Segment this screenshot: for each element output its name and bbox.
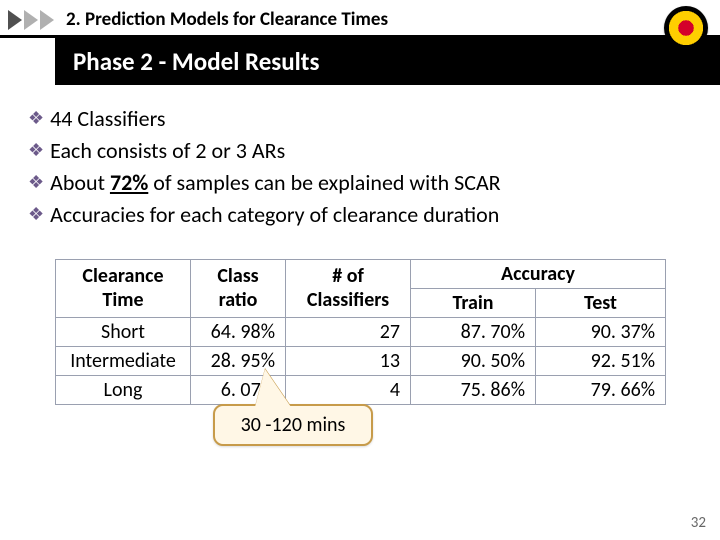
results-table: Clearance Time Class ratio # of Classifi… <box>55 259 666 405</box>
header-train: Train <box>411 288 536 317</box>
header-test: Test <box>536 288 666 317</box>
results-table-wrap: Clearance Time Class ratio # of Classifi… <box>55 259 665 405</box>
page-number: 32 <box>691 514 706 532</box>
bullet-fragment: of samples can be explained with SCAR <box>148 169 500 196</box>
table-row: Short 64. 98% 27 87. 70% 90. 37% <box>56 317 666 346</box>
table-header-row: Clearance Time Class ratio # of Classifi… <box>56 259 666 288</box>
cell-test: 90. 37% <box>536 317 666 346</box>
section-title: 2. Prediction Models for Clearance Times <box>66 8 388 31</box>
bullet-fragment: About <box>50 169 110 196</box>
bullet-text: About 72% of samples can be explained wi… <box>50 167 500 199</box>
diamond-bullet-icon: ❖ <box>28 167 44 198</box>
list-item: ❖ Each consists of 2 or 3 ARs <box>28 135 692 167</box>
chevron-right-icon <box>40 10 54 30</box>
list-item: ❖ Accuracies for each category of cleara… <box>28 199 692 231</box>
cell-clearance: Intermediate <box>56 346 191 375</box>
cell-classifiers: 27 <box>286 317 411 346</box>
table-row: Long 6. 07% 4 75. 86% 79. 66% <box>56 375 666 404</box>
cell-clearance: Long <box>56 375 191 404</box>
cell-classifiers: 13 <box>286 346 411 375</box>
header-clearance-time: Clearance Time <box>56 259 191 317</box>
diamond-bullet-icon: ❖ <box>28 199 44 230</box>
cell-clearance: Short <box>56 317 191 346</box>
phase-title: Phase 2 - Model Results <box>55 38 720 85</box>
cell-train: 87. 70% <box>411 317 536 346</box>
cell-train: 75. 86% <box>411 375 536 404</box>
bullet-text: 44 Classifiers <box>50 103 165 135</box>
chevron-right-icon <box>8 10 22 30</box>
header-accuracy: Accuracy <box>411 259 666 288</box>
cell-test: 92. 51% <box>536 346 666 375</box>
diamond-bullet-icon: ❖ <box>28 135 44 166</box>
chevron-right-icon <box>24 10 38 30</box>
maryland-logo-icon <box>664 6 708 50</box>
bullet-text: Accuracies for each category of clearanc… <box>50 199 499 231</box>
list-item: ❖ About 72% of samples can be explained … <box>28 167 692 199</box>
diamond-bullet-icon: ❖ <box>28 103 44 134</box>
bullet-text: Each consists of 2 or 3 ARs <box>50 135 285 167</box>
callout-tail-icon <box>255 369 291 407</box>
cell-classifiers: 4 <box>286 375 411 404</box>
callout-bubble: 30 -120 mins <box>213 404 373 446</box>
cell-test: 79. 66% <box>536 375 666 404</box>
header-class-ratio: Class ratio <box>191 259 286 317</box>
bullet-list: ❖ 44 Classifiers ❖ Each consists of 2 or… <box>0 85 720 241</box>
list-item: ❖ 44 Classifiers <box>28 103 692 135</box>
table-row: Intermediate 28. 95% 13 90. 50% 92. 51% <box>56 346 666 375</box>
cell-train: 90. 50% <box>411 346 536 375</box>
section-header: 2. Prediction Models for Clearance Times <box>0 0 720 38</box>
cell-ratio: 64. 98% <box>191 317 286 346</box>
bullet-percent: 72% <box>110 169 148 196</box>
header-num-classifiers: # of Classifiers <box>286 259 411 317</box>
